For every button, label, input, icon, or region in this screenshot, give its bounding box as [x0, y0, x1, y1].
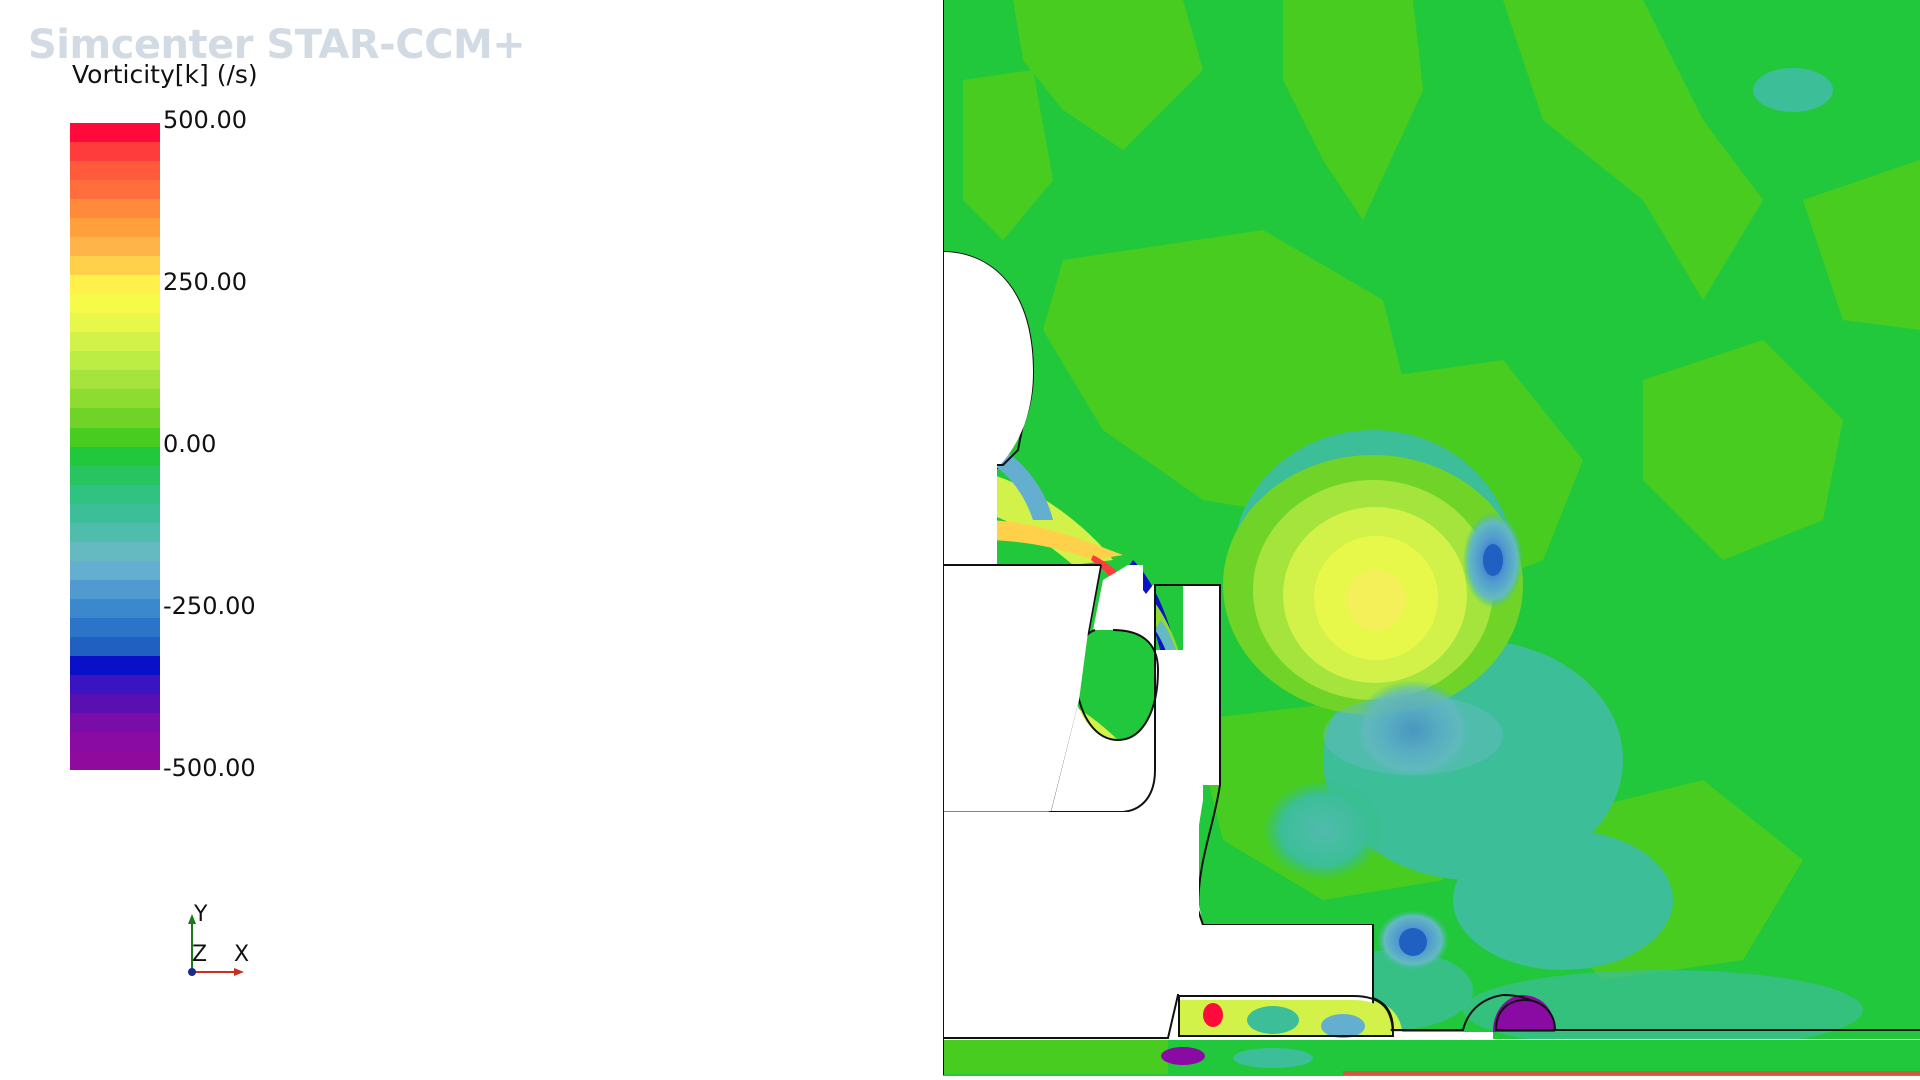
- vorticity-scene: [943, 0, 1920, 1080]
- corridor-hot-spot: [1203, 1003, 1223, 1027]
- floor-cool-patch: [1233, 1048, 1313, 1068]
- color-band: [70, 484, 160, 504]
- app-watermark: Simcenter STAR-CCM+: [28, 22, 526, 68]
- color-band: [70, 636, 160, 656]
- corridor-cold-spot: [1321, 1014, 1365, 1038]
- corridor-outline: [1178, 995, 1395, 1037]
- axes-triad-icon: [188, 914, 244, 976]
- color-band: [70, 275, 160, 295]
- cylinder-obstacle: [1494, 998, 1557, 1031]
- color-band: [70, 180, 160, 200]
- color-band: [70, 751, 160, 771]
- color-band: [70, 674, 160, 694]
- color-band: [70, 712, 160, 732]
- corridor-cool-spot: [1247, 1006, 1299, 1034]
- color-band: [70, 237, 160, 257]
- color-band: [70, 465, 160, 485]
- floor-shear-layer: [1343, 1071, 1920, 1075]
- color-band: [70, 617, 160, 637]
- axis-x-label: X: [234, 942, 250, 967]
- color-band: [70, 332, 160, 352]
- lower-step-block: [1157, 800, 1372, 1030]
- color-band: [70, 161, 160, 181]
- color-band: [70, 579, 160, 599]
- scalar-bar-title: Vorticity[k] (/s): [72, 60, 258, 89]
- color-band: [70, 598, 160, 618]
- scalar-tick-zero: 0.00: [163, 430, 217, 458]
- color-band: [70, 142, 160, 162]
- color-band: [70, 351, 160, 371]
- color-band: [70, 693, 160, 713]
- color-band: [70, 446, 160, 466]
- color-band: [70, 522, 160, 542]
- simulation-viewport[interactable]: [943, 0, 1920, 1080]
- color-band: [70, 503, 160, 523]
- floor-channel-left: [943, 1040, 1168, 1074]
- color-band: [70, 427, 160, 447]
- axis-z-label: Z: [192, 942, 208, 967]
- scalar-tick-max: 500.00: [163, 106, 247, 134]
- axes-triad: Y Z X: [180, 900, 260, 990]
- color-band: [70, 370, 160, 390]
- scalar-tick-min: -500.00: [163, 754, 256, 782]
- color-band: [70, 560, 160, 580]
- main-vortex-core: [1346, 570, 1406, 630]
- axis-y-label: Y: [194, 902, 208, 927]
- scalar-tick-upper: 250.00: [163, 268, 247, 296]
- color-band: [70, 294, 160, 314]
- color-band: [70, 123, 160, 143]
- color-band: [70, 732, 160, 752]
- floor-vortex: [1161, 1047, 1205, 1065]
- color-band: [70, 389, 160, 409]
- color-band: [70, 218, 160, 238]
- color-band: [70, 199, 160, 219]
- scalar-tick-lower: -250.00: [163, 592, 256, 620]
- color-band: [70, 313, 160, 333]
- color-band: [70, 655, 160, 675]
- color-band: [70, 256, 160, 276]
- color-band: [70, 408, 160, 428]
- scalar-color-bar: [70, 123, 160, 771]
- color-band: [70, 541, 160, 561]
